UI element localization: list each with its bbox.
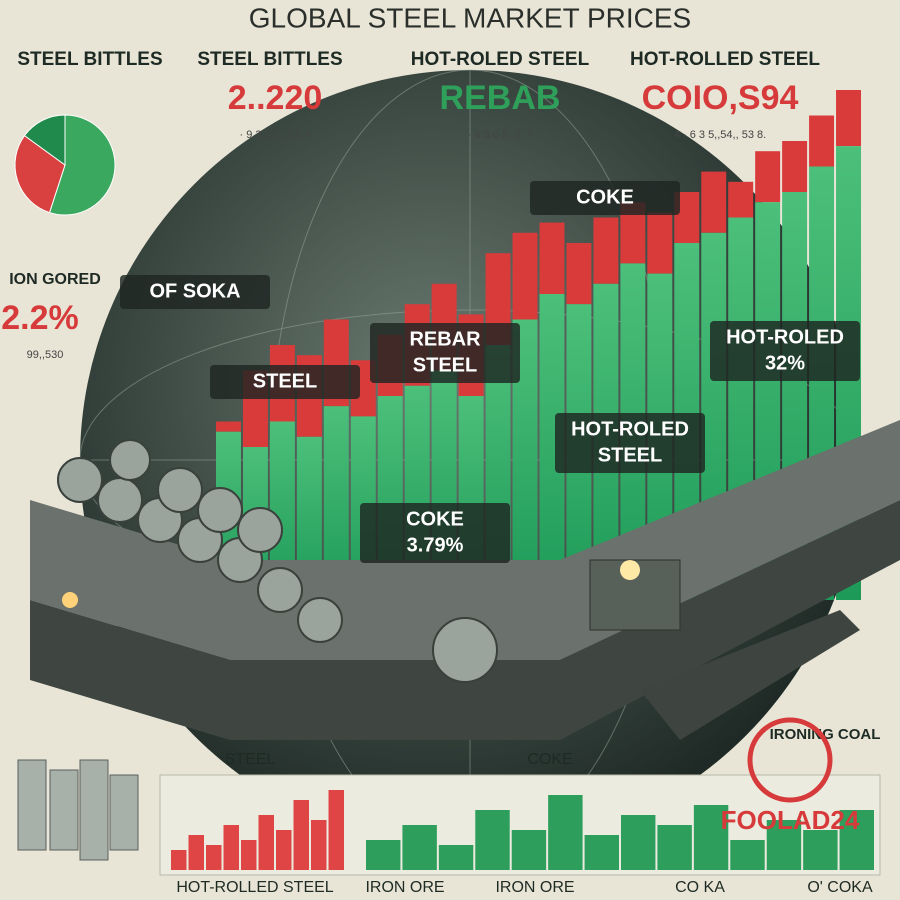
mini-bar xyxy=(839,810,874,870)
callout-text: HOT-ROLED xyxy=(726,326,844,348)
callout-text: REBAR xyxy=(409,328,481,350)
callout-text: 3.79% xyxy=(407,534,464,556)
top-value: REBAB xyxy=(440,79,561,117)
callout-text: STEEL xyxy=(598,444,662,466)
mini-bar xyxy=(693,805,729,870)
red-bar xyxy=(836,90,861,147)
red-bar xyxy=(539,222,565,294)
mini-bar xyxy=(223,825,239,870)
red-bar xyxy=(809,115,835,167)
callout-box xyxy=(210,365,360,399)
coin-stacks xyxy=(17,759,139,861)
mini-bar xyxy=(206,845,222,870)
mini-bar xyxy=(188,835,204,870)
logo-ring xyxy=(747,717,833,803)
callout-box xyxy=(555,413,705,473)
top-value: COIO,S94 xyxy=(642,79,799,117)
mini-bar xyxy=(171,850,187,870)
pie-chart xyxy=(14,114,116,216)
top-small: · 9.3 2 2, 3 3.4 xyxy=(240,129,311,141)
light xyxy=(620,560,640,580)
mini-bar xyxy=(438,845,474,870)
top-label: STEEL BITTLES xyxy=(17,49,162,70)
top-label: HOT-ROLED STEEL xyxy=(411,49,590,70)
red-bar xyxy=(728,181,754,218)
red-bar xyxy=(216,421,241,432)
footer-label: IRON ORE xyxy=(495,879,574,896)
mini-bar xyxy=(276,830,292,870)
left-small: 99,,530 xyxy=(27,349,64,361)
section-label: COKE xyxy=(527,751,572,768)
callout-box xyxy=(360,503,510,563)
pie-slice xyxy=(14,134,66,214)
mini-bar xyxy=(730,840,765,870)
mini-bar xyxy=(657,825,692,870)
mini-bar xyxy=(366,840,401,870)
steel-coils xyxy=(57,439,498,683)
red-bar xyxy=(512,232,538,320)
red-bar xyxy=(755,151,781,203)
footer-label: HOT-ROLLED STEEL xyxy=(176,879,333,896)
mini-bar xyxy=(241,840,257,870)
mini-bar xyxy=(402,825,437,870)
callout-text: COKE xyxy=(576,186,634,208)
mini-bar xyxy=(475,810,510,870)
mini-bar xyxy=(293,800,309,870)
footer-label: CO KA xyxy=(675,879,725,896)
light xyxy=(62,592,78,608)
callout-text: STEEL xyxy=(253,370,317,392)
red-bar xyxy=(593,217,619,284)
callout-text: STEEL xyxy=(413,354,477,376)
top-small: · 6 3 0 5. 3. 7 xyxy=(468,129,533,141)
footer-label: IRON ORE xyxy=(365,879,444,896)
mini-bar xyxy=(311,820,327,870)
red-bar xyxy=(647,212,673,274)
callouts: COKE OF SOKA REBAR STEEL STEEL HOT-ROLED 32% HO… xyxy=(120,181,860,563)
top-small: 4 · 6 3 5,,54,, 53 8. xyxy=(674,129,766,141)
callout-box xyxy=(370,323,520,383)
mini-bar xyxy=(584,835,619,870)
title: GLOBAL STEEL MARKET PRICES xyxy=(249,2,691,33)
mini-bar xyxy=(511,830,547,870)
mini-bar xyxy=(621,815,656,870)
footer-label: O' COKA xyxy=(807,879,873,896)
mini-bar xyxy=(803,830,838,870)
platform-side xyxy=(30,500,900,740)
mini-bar xyxy=(328,790,344,870)
section-label: IRONING COAL xyxy=(770,726,881,743)
pie-slice xyxy=(23,114,66,166)
mini-bar xyxy=(548,795,583,870)
ship xyxy=(640,610,860,740)
mini-bar xyxy=(258,815,274,870)
mini-bar xyxy=(766,820,802,870)
red-bar xyxy=(782,141,808,192)
bottom-charts xyxy=(159,774,881,876)
callout-text: OF SOKA xyxy=(149,280,240,302)
callout-text: 32% xyxy=(765,352,805,374)
left-value: 2.2% xyxy=(1,299,79,337)
callout-box xyxy=(710,321,860,381)
logo: FOOLAD24 xyxy=(721,805,860,835)
callout-box xyxy=(120,275,270,309)
callout-text: COKE xyxy=(406,508,464,530)
callout-text: HOT-ROLED xyxy=(571,418,689,440)
pie-slice xyxy=(48,114,116,216)
section-label: STEEL xyxy=(225,751,276,768)
top-label: HOT-ROLLED STEEL xyxy=(630,49,820,70)
callout-box xyxy=(530,181,680,215)
platform xyxy=(30,420,900,660)
red-bar xyxy=(701,171,727,233)
left-label: ION GORED xyxy=(9,271,101,288)
red-bar xyxy=(566,243,592,305)
top-value: 2..220 xyxy=(228,79,323,117)
top-label: STEEL BITTLES xyxy=(197,49,342,70)
